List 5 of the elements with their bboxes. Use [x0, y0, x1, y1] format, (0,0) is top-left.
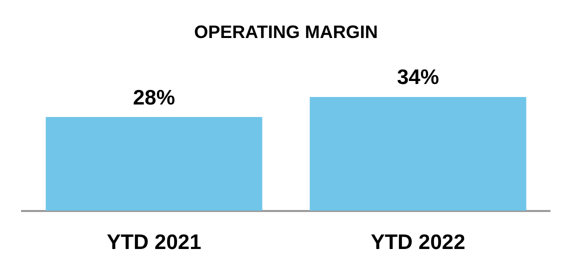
x-tick-label: YTD 2022: [370, 231, 466, 254]
data-label: 34%: [396, 66, 440, 90]
x-tick-label: YTD 2021: [106, 231, 202, 254]
chart-title: OPERATING MARGIN: [194, 22, 378, 42]
data-label: 28%: [132, 86, 176, 110]
